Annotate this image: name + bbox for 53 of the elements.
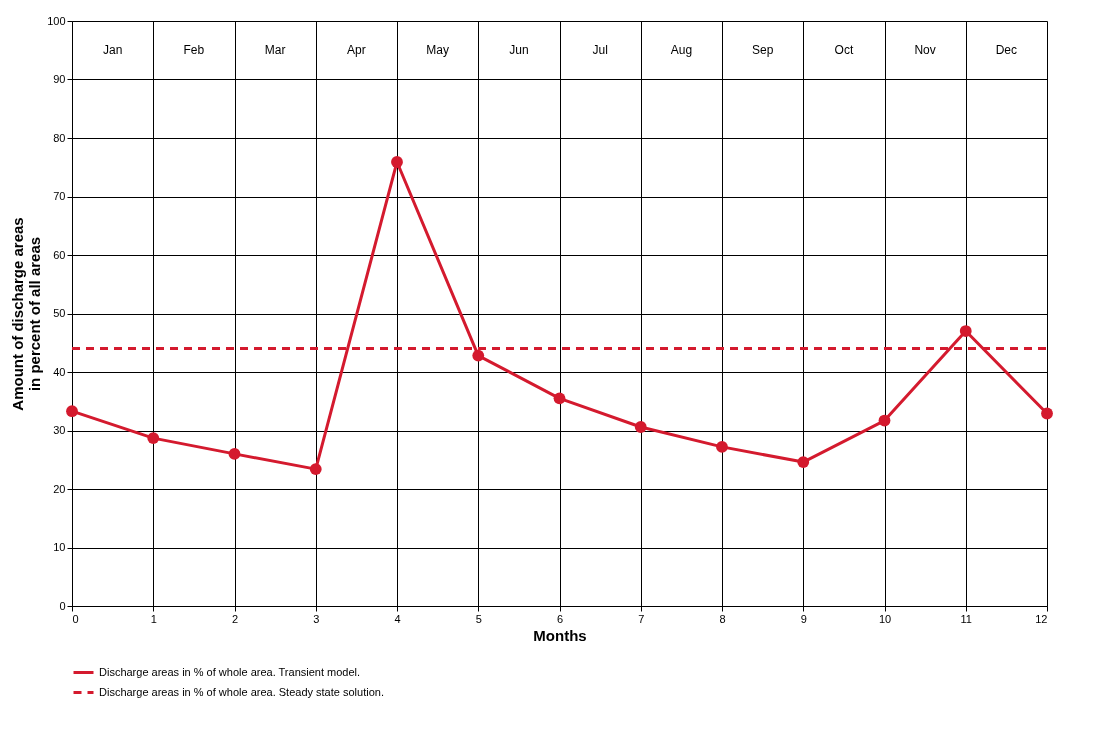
x-axis-title: Months bbox=[533, 626, 587, 644]
legend-label: Discharge areas in % of whole area. Transient model. bbox=[99, 665, 361, 678]
y-tick-label: 50 bbox=[53, 307, 66, 319]
y-tick-label: 30 bbox=[53, 424, 66, 436]
x-tick-label: 5 bbox=[475, 612, 482, 625]
annotation: May bbox=[426, 43, 449, 58]
y-tick-label: 70 bbox=[53, 190, 66, 202]
point bbox=[472, 349, 485, 362]
annotation: Oct bbox=[834, 43, 854, 58]
annotation: Jan bbox=[102, 43, 123, 58]
x-tick-label: 0 bbox=[72, 612, 79, 625]
x-tick-label: 2 bbox=[231, 612, 239, 625]
annotation: Apr bbox=[347, 43, 366, 58]
point bbox=[391, 156, 403, 168]
x-tick-label: 9 bbox=[800, 612, 807, 625]
x-tick-label: 4 bbox=[394, 612, 401, 625]
annotation: Mar bbox=[264, 43, 286, 58]
y-tick-label: 90 bbox=[53, 73, 66, 85]
point bbox=[1041, 407, 1053, 420]
x-tick-label: 8 bbox=[719, 612, 726, 625]
y-tick-label: 40 bbox=[53, 365, 66, 378]
point bbox=[553, 392, 566, 405]
x-tick-label: 1 bbox=[150, 612, 157, 625]
y-axis-title: Amount of discharge areas in percent of all areas bbox=[9, 217, 44, 411]
annotation: Sep bbox=[751, 43, 774, 58]
point bbox=[878, 414, 891, 427]
x-tick-label: 3 bbox=[313, 612, 320, 625]
x-tick-label: 11 bbox=[960, 612, 972, 625]
x-tick-label: 12 bbox=[1035, 612, 1048, 625]
y-tick-label: 20 bbox=[53, 482, 66, 495]
point bbox=[147, 432, 160, 445]
x-tick-label: 6 bbox=[556, 612, 564, 625]
point bbox=[959, 325, 972, 337]
x-tick-label: 10 bbox=[878, 612, 892, 625]
annotation: Jul bbox=[592, 43, 608, 58]
y-tick-label: 60 bbox=[53, 248, 66, 261]
annotation: Jun bbox=[509, 43, 529, 58]
y-tick-label: 10 bbox=[53, 541, 66, 553]
y-tick-label: 0 bbox=[59, 599, 66, 612]
y-tick-label: 100 bbox=[47, 14, 66, 27]
point bbox=[66, 405, 78, 418]
annotation: Aug bbox=[670, 43, 693, 58]
point bbox=[716, 440, 728, 453]
y-tick-label: 80 bbox=[53, 131, 66, 144]
annotation: Nov bbox=[914, 43, 936, 58]
legend-label: Discharge areas in % of whole area. Steady state solution. bbox=[99, 685, 384, 698]
point bbox=[634, 421, 647, 433]
point bbox=[797, 456, 810, 468]
annotation: Dec bbox=[995, 43, 1018, 58]
annotation: Feb bbox=[183, 43, 205, 58]
point bbox=[228, 448, 241, 460]
point bbox=[309, 463, 322, 476]
x-tick-label: 7 bbox=[638, 612, 645, 625]
